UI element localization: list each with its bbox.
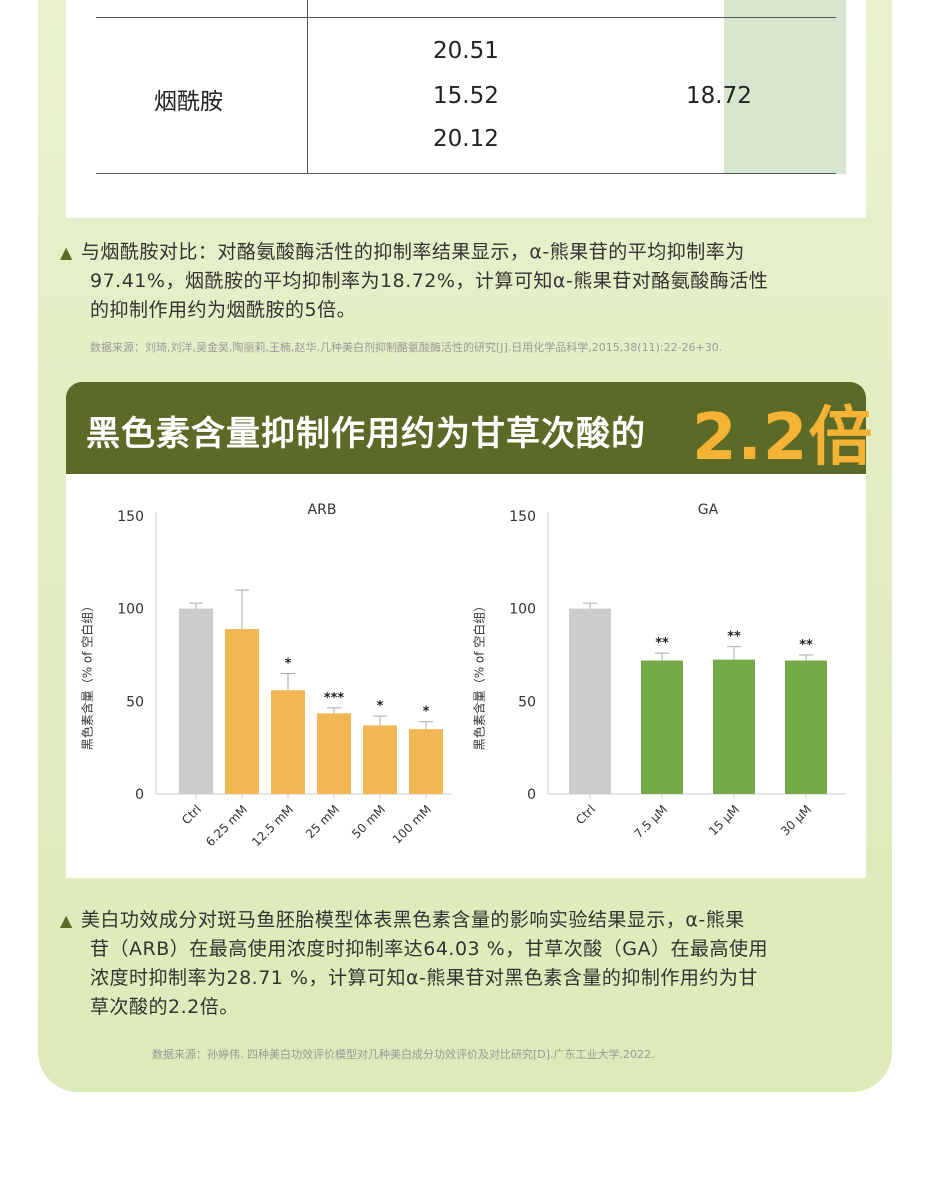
bar: [785, 660, 827, 794]
bar: [363, 725, 397, 794]
table-value: 20.12: [433, 126, 499, 152]
y-tick-label: 100: [117, 602, 144, 618]
x-tick-label: 6.25 mM: [203, 802, 250, 849]
bar: [569, 608, 611, 794]
note-line: 苷（ARB）在最高使用浓度时抑制率达64.03 %，甘草次酸（GA）在最高使用: [90, 938, 768, 960]
chart-card: ARB 0 50 100 150 黑色素含量（% of 空白组） Ctrl 6.25 mM * 1…: [66, 474, 866, 878]
banner-title: 黑色素含量抑制作用约为甘草次酸的: [86, 414, 646, 454]
significance-mark: *: [377, 699, 384, 714]
bar: [179, 608, 213, 794]
chart-title: ARB: [308, 502, 337, 518]
bar: [317, 713, 351, 794]
y-tick-label: 0: [135, 787, 144, 803]
x-tick-label: Ctrl: [573, 802, 598, 827]
significance-mark: ***: [324, 691, 345, 706]
x-tick-label: 7.5 μM: [631, 802, 670, 841]
y-tick-label: 50: [126, 694, 144, 710]
table-rule: [96, 173, 836, 174]
y-tick-label: 50: [518, 694, 536, 710]
x-tick-label: 25 mM: [303, 802, 342, 841]
significance-mark: **: [655, 636, 669, 651]
significance-mark: **: [799, 638, 813, 653]
x-tick-label: 12.5 mM: [249, 802, 296, 849]
x-tick-label: 100 mM: [390, 802, 434, 846]
bar: [225, 629, 259, 794]
note-line: 浓度时抑制率为28.71 %，计算可知α-熊果苷对黑色素含量的抑制作用约为甘: [90, 967, 758, 989]
note-melanin: ▲ 美白功效成分对斑马鱼胚胎模型体表黑色素含量的影响实验结果显示，α-熊果 苷（A…: [60, 906, 880, 1022]
x-tick-label: 15 μM: [706, 802, 742, 838]
significance-mark: *: [423, 705, 430, 720]
y-tick-label: 100: [509, 602, 536, 618]
table-divider: [307, 0, 308, 174]
x-tick-label: 50 mM: [349, 802, 388, 841]
x-tick-label: Ctrl: [179, 802, 204, 827]
section-banner: 黑色素含量抑制作用约为甘草次酸的 2.2倍: [66, 382, 872, 475]
y-tick-label: 0: [527, 787, 536, 803]
y-tick-label: 150: [509, 509, 536, 525]
x-tick-label: 30 μM: [778, 802, 814, 838]
bar: [271, 690, 305, 794]
significance-mark: **: [727, 630, 741, 645]
bar: [409, 729, 443, 794]
bar: [713, 659, 755, 794]
source-citation: 数据来源：孙婷伟. 四种美白功效评价模型对几种美白成分功效评价及对比研究[D].…: [152, 1048, 655, 1061]
y-axis-label: 黑色素含量（% of 空白组）: [80, 600, 95, 751]
note-line: 草次酸的2.2倍。: [90, 996, 239, 1018]
source-citation: 数据来源：刘琦,刘洋,吴金昊,陶丽莉,王楠,赵华.几种美白剂抑制酪氨酸酶活性的研…: [90, 341, 723, 354]
significance-mark: *: [285, 657, 292, 672]
note-tyrosinase: ▲ 与烟酰胺对比：对酪氨酸酶活性的抑制率结果显示，α-熊果苷的平均抑制率为 97.…: [60, 238, 880, 325]
y-tick-label: 150: [117, 509, 144, 525]
note-line: 美白功效成分对斑马鱼胚胎模型体表黑色素含量的影响实验结果显示，α-熊果: [80, 909, 745, 931]
table-average: 18.72: [686, 83, 752, 109]
table-value: 20.51: [433, 38, 499, 64]
y-axis-label: 黑色素含量（% of 空白组）: [472, 600, 487, 751]
table-value: 15.52: [433, 83, 499, 109]
table-row-label: 烟酰胺: [154, 89, 223, 115]
triangle-bullet-icon: ▲: [60, 911, 73, 930]
note-line: 与烟酰胺对比：对酪氨酸酶活性的抑制率结果显示，α-熊果苷的平均抑制率为: [80, 241, 745, 263]
note-line: 97.41%，烟酰胺的平均抑制率为18.72%，计算可知α-熊果苷对酪氨酸酶活性: [90, 270, 769, 292]
average-column-highlight: [724, 0, 846, 174]
triangle-bullet-icon: ▲: [60, 243, 73, 262]
chart-title: GA: [698, 502, 719, 518]
bar: [641, 660, 683, 794]
banner-highlight: 2.2倍: [692, 401, 874, 475]
note-line: 的抑制作用约为烟酰胺的5倍。: [90, 299, 357, 321]
comparison-table: 烟酰胺 20.51 15.52 20.12 18.72: [66, 0, 866, 218]
table-rule: [96, 17, 836, 18]
